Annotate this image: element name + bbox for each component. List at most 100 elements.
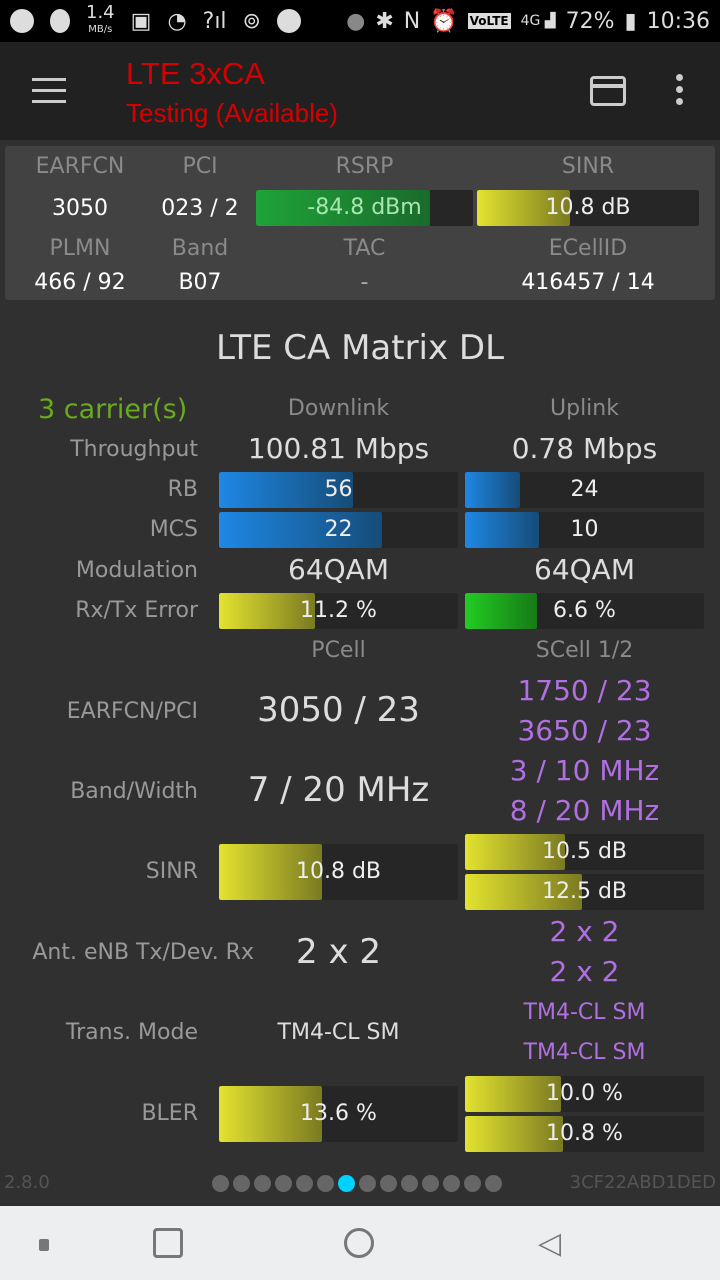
error-dl-value: 11.2 %	[300, 598, 377, 623]
scell2-bler-value: 10.8 %	[546, 1121, 623, 1146]
bar-fill	[465, 874, 583, 910]
scell1-bler-value: 10.0 %	[546, 1081, 623, 1106]
rsrp-bar: -84.8 dBm	[256, 190, 473, 226]
band-label: Band	[171, 236, 229, 261]
throughput-ul: 0.78 Mbps	[511, 432, 658, 465]
page-indicator[interactable]	[212, 1175, 502, 1192]
bar-fill	[477, 190, 571, 226]
page-dot[interactable]	[275, 1175, 292, 1192]
bar-fill	[465, 834, 566, 870]
nfc-icon: N	[403, 8, 421, 34]
mcs-dl-bar: 22	[219, 512, 458, 548]
scell1-sinr-value: 10.5 dB	[541, 839, 628, 864]
app-bar: LTE 3xCA Testing (Available)	[0, 42, 720, 140]
pcell-sinr-bar: 10.8 dB	[219, 844, 458, 900]
signal-unknown-icon: ?ıl	[202, 8, 227, 34]
recent-apps-button[interactable]	[153, 1228, 183, 1258]
scell2-band-width: 8 / 20 MHz	[509, 794, 660, 827]
sinr-bar: 10.8 dB	[477, 190, 699, 226]
more-options-icon[interactable]	[676, 74, 686, 108]
rsrp-value: -84.8 dBm	[307, 195, 422, 220]
bluetooth-icon: ✱	[375, 8, 394, 34]
serving-cell-panel: EARFCN 3050 PCI 023 / 2 RSRP -84.8 dBm S…	[5, 146, 715, 300]
page-dot[interactable]	[254, 1175, 271, 1192]
battery-percent: 72%	[565, 8, 615, 34]
ecellid-value: 416457 / 14	[521, 270, 655, 295]
page-dot[interactable]	[464, 1175, 481, 1192]
sinr-row-label: SINR	[145, 859, 198, 884]
scell1-band-width: 3 / 10 MHz	[509, 754, 660, 787]
page-dot[interactable]	[422, 1175, 439, 1192]
net-speed-unit: MB/s	[88, 23, 113, 35]
page-dot[interactable]	[296, 1175, 313, 1192]
page-dot[interactable]	[380, 1175, 397, 1192]
scell1-sinr-bar: 10.5 dB	[465, 834, 704, 870]
app-subtitle: Testing (Available)	[126, 98, 338, 128]
pcell-bler-bar: 13.6 %	[219, 1086, 458, 1142]
rsrp-label: RSRP	[335, 154, 394, 179]
tac-label: TAC	[343, 236, 386, 261]
error-ul-bar: 6.6 %	[465, 593, 704, 629]
modulation-ul: 64QAM	[534, 553, 635, 586]
card-view-icon[interactable]	[590, 76, 626, 106]
pcell-earfcn-pci: 3050 / 23	[257, 690, 420, 730]
rb-dl-value: 56	[324, 477, 353, 502]
pcell-antenna: 2 x 2	[296, 932, 381, 972]
page-dot[interactable]	[443, 1175, 460, 1192]
page-dot[interactable]	[401, 1175, 418, 1192]
ecellid-label: ECellID	[548, 236, 628, 261]
battery-icon: ▮	[624, 8, 637, 34]
wifi-calling-icon: ◔	[167, 8, 187, 34]
scell2-earfcn-pci: 3650 / 23	[517, 714, 652, 747]
navigation-bar: ◁	[0, 1206, 720, 1280]
page-dot[interactable]	[317, 1175, 334, 1192]
scell1-antenna: 2 x 2	[549, 915, 620, 948]
antenna-label: Ant. eNB Tx/Dev. Rx	[32, 940, 254, 965]
tac-value: -	[360, 270, 369, 295]
pci-label: PCI	[182, 154, 218, 179]
sinr-label: SINR	[561, 154, 615, 179]
scell1-bler-bar: 10.0 %	[465, 1076, 704, 1112]
downlink-header: Downlink	[287, 396, 390, 421]
scell1-trans-mode: TM4-CL SM	[523, 1000, 646, 1025]
scell2-sinr-bar: 12.5 dB	[465, 874, 704, 910]
page-dot[interactable]	[212, 1175, 229, 1192]
spotify-icon	[10, 9, 34, 33]
nav-dot-button[interactable]	[39, 1239, 49, 1251]
bar-fill	[465, 1116, 563, 1152]
mcs-ul-bar: 10	[465, 512, 704, 548]
carrier-count: 3 carrier(s)	[38, 394, 188, 425]
bar-fill	[465, 512, 540, 548]
bar-fill	[219, 1086, 322, 1142]
earfcn-value: 3050	[52, 196, 108, 221]
menu-button[interactable]	[32, 78, 66, 104]
throughput-label: Throughput	[70, 437, 198, 462]
app-title: LTE 3xCA	[126, 56, 265, 91]
back-button[interactable]: ◁	[538, 1226, 562, 1261]
earfcn-pci-label: EARFCN/PCI	[66, 699, 198, 724]
earfcn-label: EARFCN	[35, 154, 125, 179]
scell2-sinr-value: 12.5 dB	[541, 879, 628, 904]
band-value: B07	[178, 270, 222, 295]
plmn-label: PLMN	[49, 236, 111, 261]
error-dl-bar: 11.2 %	[219, 593, 458, 629]
bar-fill	[219, 512, 382, 548]
pci-value: 023 / 2	[161, 196, 239, 221]
net-speed: 1.4	[86, 1, 115, 23]
error-ul-value: 6.6 %	[553, 598, 616, 623]
scell2-bler-bar: 10.8 %	[465, 1116, 704, 1152]
page-dot[interactable]	[359, 1175, 376, 1192]
scell2-antenna: 2 x 2	[549, 955, 620, 988]
sinr-value: 10.8 dB	[545, 195, 631, 220]
home-button[interactable]	[344, 1228, 374, 1258]
page-dot-active[interactable]	[338, 1175, 355, 1192]
page-dot[interactable]	[233, 1175, 250, 1192]
image-icon: ▣	[130, 8, 152, 34]
rb-ul-bar: 24	[465, 472, 704, 508]
scell2-trans-mode: TM4-CL SM	[523, 1040, 646, 1065]
bar-fill	[465, 472, 520, 508]
phone-icon	[276, 9, 301, 33]
mcs-dl-value: 22	[324, 517, 353, 542]
page-dot[interactable]	[485, 1175, 502, 1192]
bar-fill	[219, 472, 353, 508]
